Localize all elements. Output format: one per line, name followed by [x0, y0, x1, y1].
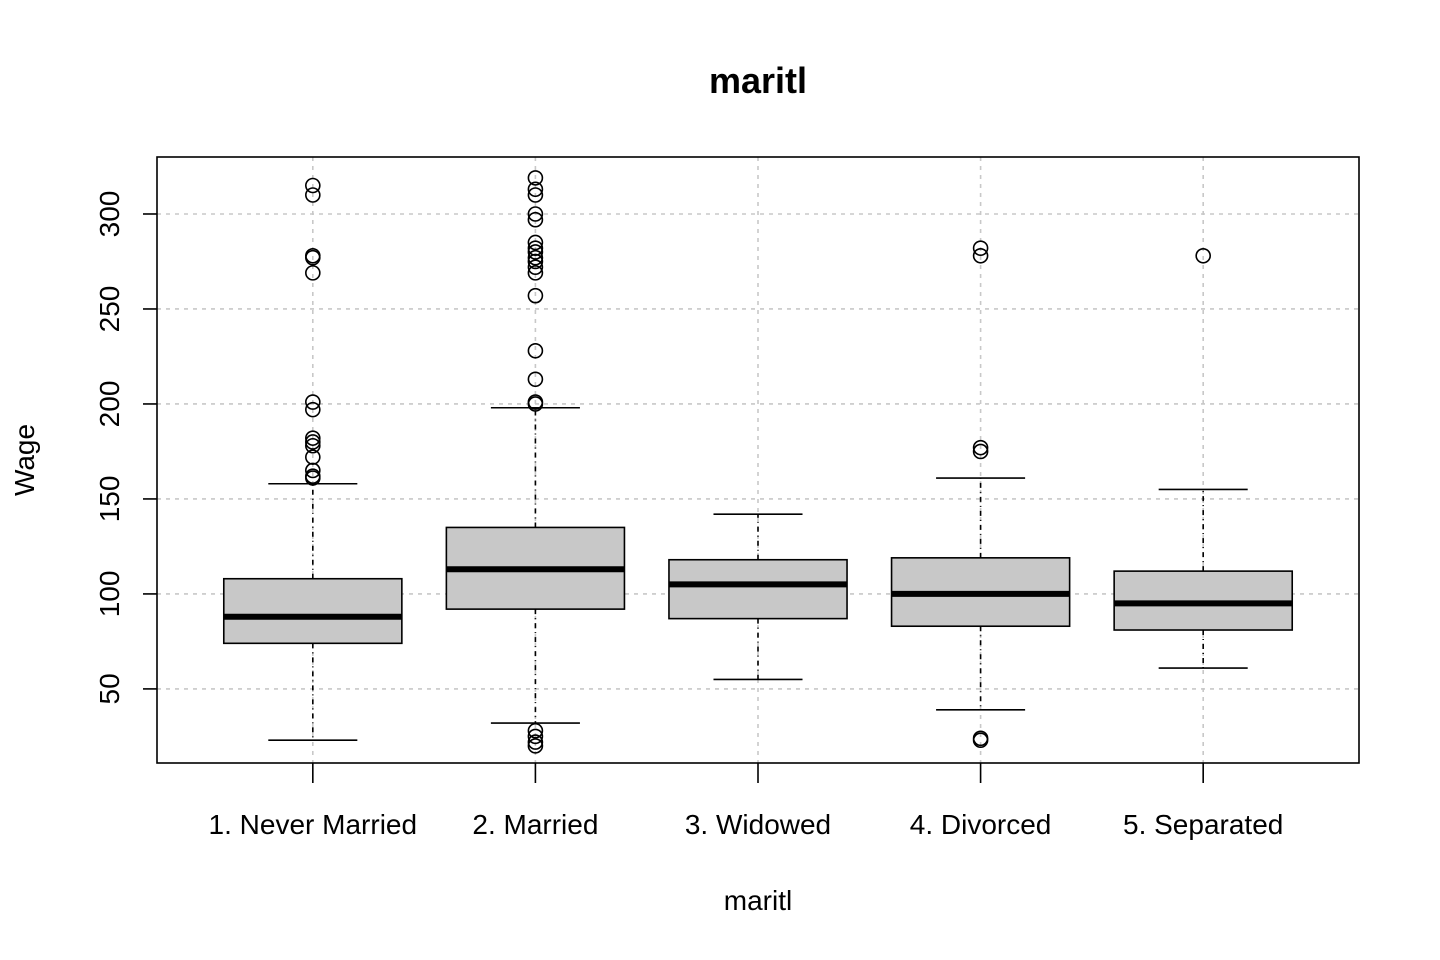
outlier-point	[527, 728, 544, 745]
outlier-point	[305, 177, 321, 194]
outlier-point	[527, 738, 544, 754]
outlier-point	[972, 443, 989, 460]
outlier-point	[527, 265, 544, 281]
x-axis-label: maritl	[724, 885, 792, 916]
outlier-point	[527, 249, 544, 266]
outlier-point	[972, 439, 989, 456]
grid-lines	[157, 157, 1359, 763]
x-tick-label-4: 4. Divorced	[910, 809, 1052, 840]
box-group-1	[222, 177, 403, 742]
box-group-5	[1113, 247, 1294, 669]
y-tick-label-100: 100	[94, 571, 125, 618]
x-tick-label-2: 2. Married	[472, 809, 598, 840]
box-group-4	[890, 240, 1071, 749]
chart-title: maritl	[709, 60, 807, 101]
y-tick-label-50: 50	[94, 673, 125, 704]
y-tick-label-300: 300	[94, 191, 125, 238]
outlier-point	[527, 259, 544, 275]
outlier-point	[305, 470, 321, 486]
y-axis: 50 100 150 200 250 300	[94, 191, 157, 704]
boxes	[222, 170, 1294, 754]
x-tick-label-3: 3. Widowed	[685, 809, 831, 840]
outlier-point	[1195, 247, 1211, 264]
outlier-point	[305, 434, 321, 450]
outlier-point	[305, 265, 321, 281]
outlier-point	[527, 342, 544, 359]
outlier-point	[527, 371, 544, 388]
box	[668, 558, 848, 620]
box	[222, 577, 403, 645]
outlier-point	[527, 234, 544, 251]
outlier-point	[305, 437, 321, 454]
y-tick-label-150: 150	[94, 476, 125, 523]
box-group-3	[668, 513, 848, 681]
outlier-point	[527, 734, 544, 750]
outlier-point	[527, 253, 544, 270]
outlier-point	[305, 187, 321, 203]
outlier-point	[972, 247, 989, 264]
outlier-point	[972, 240, 989, 256]
outlier-point	[305, 462, 321, 479]
outlier-point	[527, 287, 544, 304]
outlier-point	[527, 396, 544, 412]
outlier-point	[527, 170, 544, 186]
outlier-point	[527, 206, 544, 222]
outlier-point	[972, 732, 989, 749]
outlier-point	[527, 181, 544, 198]
outlier-point	[527, 722, 544, 739]
y-axis-label: Wage	[9, 424, 40, 496]
x-axis: 1. Never Married 2. Married 3. Widowed 4. D…	[209, 763, 1283, 840]
outlier-point	[305, 401, 321, 418]
outlier-point	[527, 187, 544, 203]
outlier-point	[305, 394, 321, 410]
x-tick-label-5: 5. Separated	[1123, 809, 1283, 840]
y-tick-label-250: 250	[94, 286, 125, 333]
outlier-point	[527, 244, 544, 260]
outlier-point	[305, 430, 321, 446]
x-tick-label-1: 1. Never Married	[209, 809, 418, 840]
box-group-2	[445, 170, 626, 754]
y-tick-label-200: 200	[94, 381, 125, 428]
outlier-point	[527, 211, 544, 228]
outlier-point	[305, 249, 321, 266]
